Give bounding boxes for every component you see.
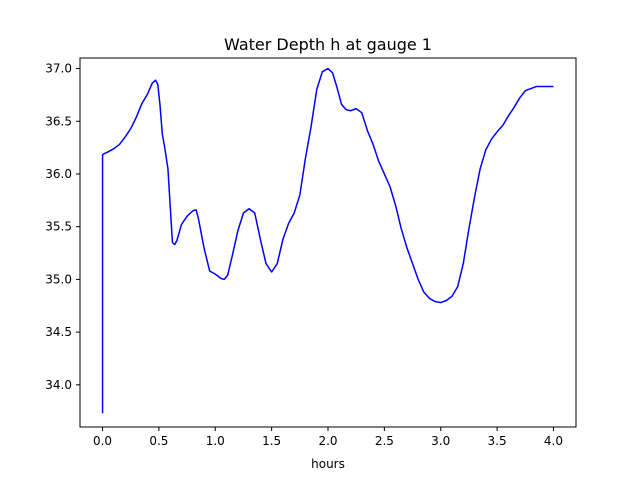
series-line-0 bbox=[101, 67, 554, 414]
y-tick-label: 37.0 bbox=[45, 62, 72, 76]
y-tick-label: 35.5 bbox=[45, 220, 72, 234]
chart-title: Water Depth h at gauge 1 bbox=[224, 35, 432, 54]
plot-frame bbox=[79, 57, 577, 428]
x-tick-label: 2.0 bbox=[318, 434, 337, 448]
x-tick-label: 1.0 bbox=[206, 434, 225, 448]
y-tick-label: 36.0 bbox=[45, 167, 72, 181]
x-tick-label: 4.0 bbox=[544, 434, 563, 448]
y-axis: 34.0 34.5 35.0 35.5 36.0 36.5 37.0 bbox=[45, 62, 80, 392]
x-tick-label: 1.5 bbox=[262, 434, 281, 448]
y-tick-label: 34.0 bbox=[45, 378, 72, 392]
y-tick-label: 35.0 bbox=[45, 272, 72, 286]
plot-area bbox=[101, 67, 554, 414]
x-tick-label: 0.5 bbox=[149, 434, 168, 448]
x-tick-label: 2.5 bbox=[375, 434, 394, 448]
y-tick-label: 36.5 bbox=[45, 114, 72, 128]
x-tick-label: 3.0 bbox=[431, 434, 450, 448]
y-tick-label: 34.5 bbox=[45, 325, 72, 339]
x-tick-label: 0.0 bbox=[93, 434, 112, 448]
x-axis-label: hours bbox=[311, 457, 345, 471]
x-axis: 0.0 0.5 1.0 1.5 2.0 2.5 3.0 3.5 4.0 bbox=[93, 427, 563, 448]
x-tick-label: 3.5 bbox=[488, 434, 507, 448]
